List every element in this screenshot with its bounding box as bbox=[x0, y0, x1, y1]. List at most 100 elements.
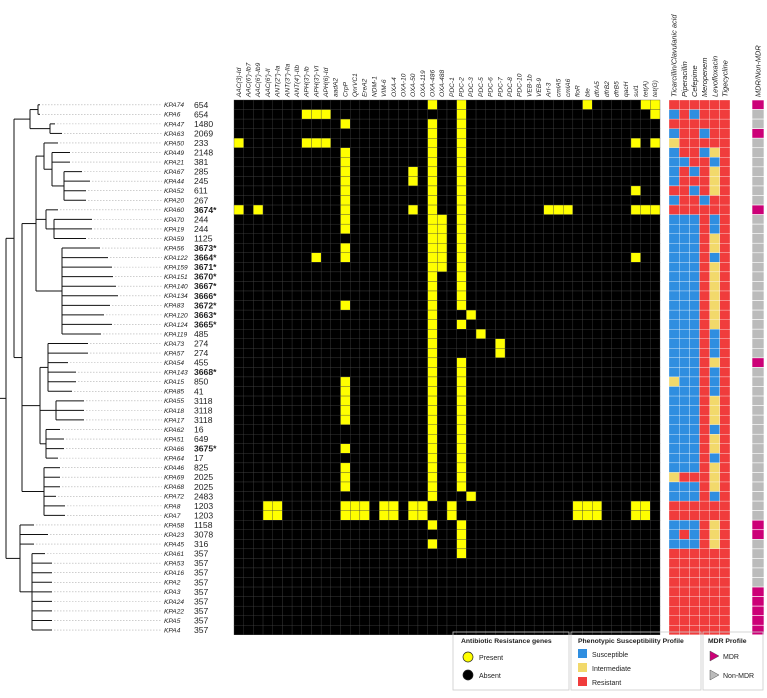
gene-absent-cell bbox=[311, 329, 322, 339]
mdr-cell bbox=[751, 204, 765, 215]
non-mdr-cell bbox=[751, 386, 765, 397]
gene-absent-cell bbox=[417, 586, 428, 597]
susceptible-cell bbox=[679, 357, 690, 368]
resistant-cell bbox=[679, 606, 690, 616]
resistant-cell bbox=[719, 243, 731, 253]
gene-absent-cell bbox=[446, 596, 457, 607]
mdr-cell bbox=[751, 605, 765, 617]
gene-absent-cell bbox=[379, 223, 390, 234]
gene-absent-cell bbox=[320, 185, 331, 196]
gene-absent-cell bbox=[514, 281, 525, 292]
gene-absent-cell bbox=[359, 414, 370, 425]
gene-absent-cell bbox=[572, 586, 583, 597]
gene-absent-cell bbox=[640, 434, 651, 444]
gene-absent-cell bbox=[272, 109, 283, 120]
legend-non-mdr-label: Non-MDR bbox=[723, 673, 754, 680]
gene-absent-cell bbox=[243, 262, 254, 273]
gene-absent-cell bbox=[320, 128, 331, 139]
susceptible-cell bbox=[668, 405, 680, 416]
gene-absent-cell bbox=[533, 157, 544, 168]
gene-absent-cell bbox=[524, 500, 535, 511]
non-mdr-cell bbox=[751, 137, 765, 149]
gene-absent-cell bbox=[504, 99, 515, 110]
gene-absent-cell bbox=[504, 405, 515, 416]
gene-absent-cell bbox=[437, 453, 448, 464]
gene-absent-cell bbox=[330, 128, 341, 139]
susceptible-cell bbox=[668, 147, 680, 158]
gene-absent-cell bbox=[572, 491, 583, 502]
susceptible-cell bbox=[709, 424, 720, 435]
gene-absent-cell bbox=[408, 348, 419, 359]
gene-absent-cell bbox=[466, 443, 477, 454]
gene-absent-cell bbox=[485, 252, 496, 263]
gene-absent-cell bbox=[601, 338, 612, 349]
gene-absent-cell bbox=[340, 367, 351, 378]
gene-absent-cell bbox=[408, 577, 419, 588]
gene-absent-cell bbox=[611, 138, 622, 148]
resistant-cell bbox=[699, 443, 710, 454]
gene-absent-cell bbox=[427, 548, 438, 559]
gene-absent-cell bbox=[543, 290, 554, 301]
gene-absent-cell bbox=[311, 548, 322, 559]
gene-absent-cell bbox=[543, 309, 554, 320]
intermediate-cell bbox=[709, 147, 720, 158]
gene-absent-cell bbox=[446, 520, 457, 530]
gene-absent-cell bbox=[466, 109, 477, 120]
gene-absent-cell bbox=[379, 262, 390, 273]
gene-absent-cell bbox=[572, 395, 583, 406]
isolate-id: KPA6 bbox=[164, 112, 181, 119]
gene-absent-cell bbox=[650, 539, 661, 550]
gene-absent-cell bbox=[533, 281, 544, 292]
gene-absent-cell bbox=[582, 625, 593, 635]
intermediate-cell bbox=[709, 357, 720, 368]
gene-absent-cell bbox=[369, 271, 380, 282]
gene-absent-cell bbox=[320, 414, 331, 425]
gene-absent-cell bbox=[543, 395, 554, 406]
gene-absent-cell bbox=[524, 138, 535, 148]
gene-absent-cell bbox=[485, 157, 496, 168]
gene-absent-cell bbox=[640, 348, 651, 359]
gene-absent-cell bbox=[359, 520, 370, 530]
gene-absent-cell bbox=[504, 262, 515, 273]
gene-absent-cell bbox=[417, 262, 428, 273]
gene-absent-cell bbox=[504, 462, 515, 473]
gene-absent-cell bbox=[601, 128, 612, 139]
gene-absent-cell bbox=[330, 99, 341, 110]
gene-absent-cell bbox=[446, 195, 457, 206]
gene-absent-cell bbox=[311, 462, 322, 473]
non-mdr-cell bbox=[751, 328, 765, 340]
gene-absent-cell bbox=[437, 462, 448, 473]
gene-absent-cell bbox=[282, 510, 293, 521]
gene-absent-cell bbox=[437, 195, 448, 206]
resistant-cell bbox=[668, 99, 680, 110]
gene-present-cell bbox=[340, 414, 351, 425]
gene-absent-cell bbox=[485, 147, 496, 158]
gene-absent-cell bbox=[301, 157, 312, 168]
resistant-cell bbox=[719, 414, 731, 425]
gene-absent-cell bbox=[543, 281, 554, 292]
gene-absent-cell bbox=[437, 329, 448, 339]
susceptible-cell bbox=[679, 281, 690, 292]
gene-absent-cell bbox=[650, 252, 661, 263]
gene-absent-cell bbox=[553, 586, 564, 597]
gene-absent-cell bbox=[650, 166, 661, 177]
legend-intermediate-label: Intermediate bbox=[592, 666, 631, 673]
gene-absent-cell bbox=[601, 109, 612, 120]
gene-absent-cell bbox=[601, 453, 612, 464]
non-mdr-cell bbox=[751, 472, 765, 483]
gene-absent-cell bbox=[650, 567, 661, 578]
susceptible-cell bbox=[689, 262, 700, 273]
gene-absent-cell bbox=[446, 300, 457, 311]
gene-absent-cell bbox=[630, 491, 641, 502]
gene-absent-cell bbox=[301, 405, 312, 416]
gene-absent-cell bbox=[330, 204, 341, 215]
gene-absent-cell bbox=[504, 577, 515, 588]
gene-absent-cell bbox=[495, 185, 506, 196]
gene-absent-cell bbox=[301, 262, 312, 273]
gene-present-cell bbox=[340, 214, 351, 225]
gene-absent-cell bbox=[495, 462, 506, 473]
gene-absent-cell bbox=[592, 548, 603, 559]
gene-absent-cell bbox=[291, 195, 302, 206]
gene-absent-cell bbox=[320, 271, 331, 282]
gene-absent-cell bbox=[369, 481, 380, 492]
